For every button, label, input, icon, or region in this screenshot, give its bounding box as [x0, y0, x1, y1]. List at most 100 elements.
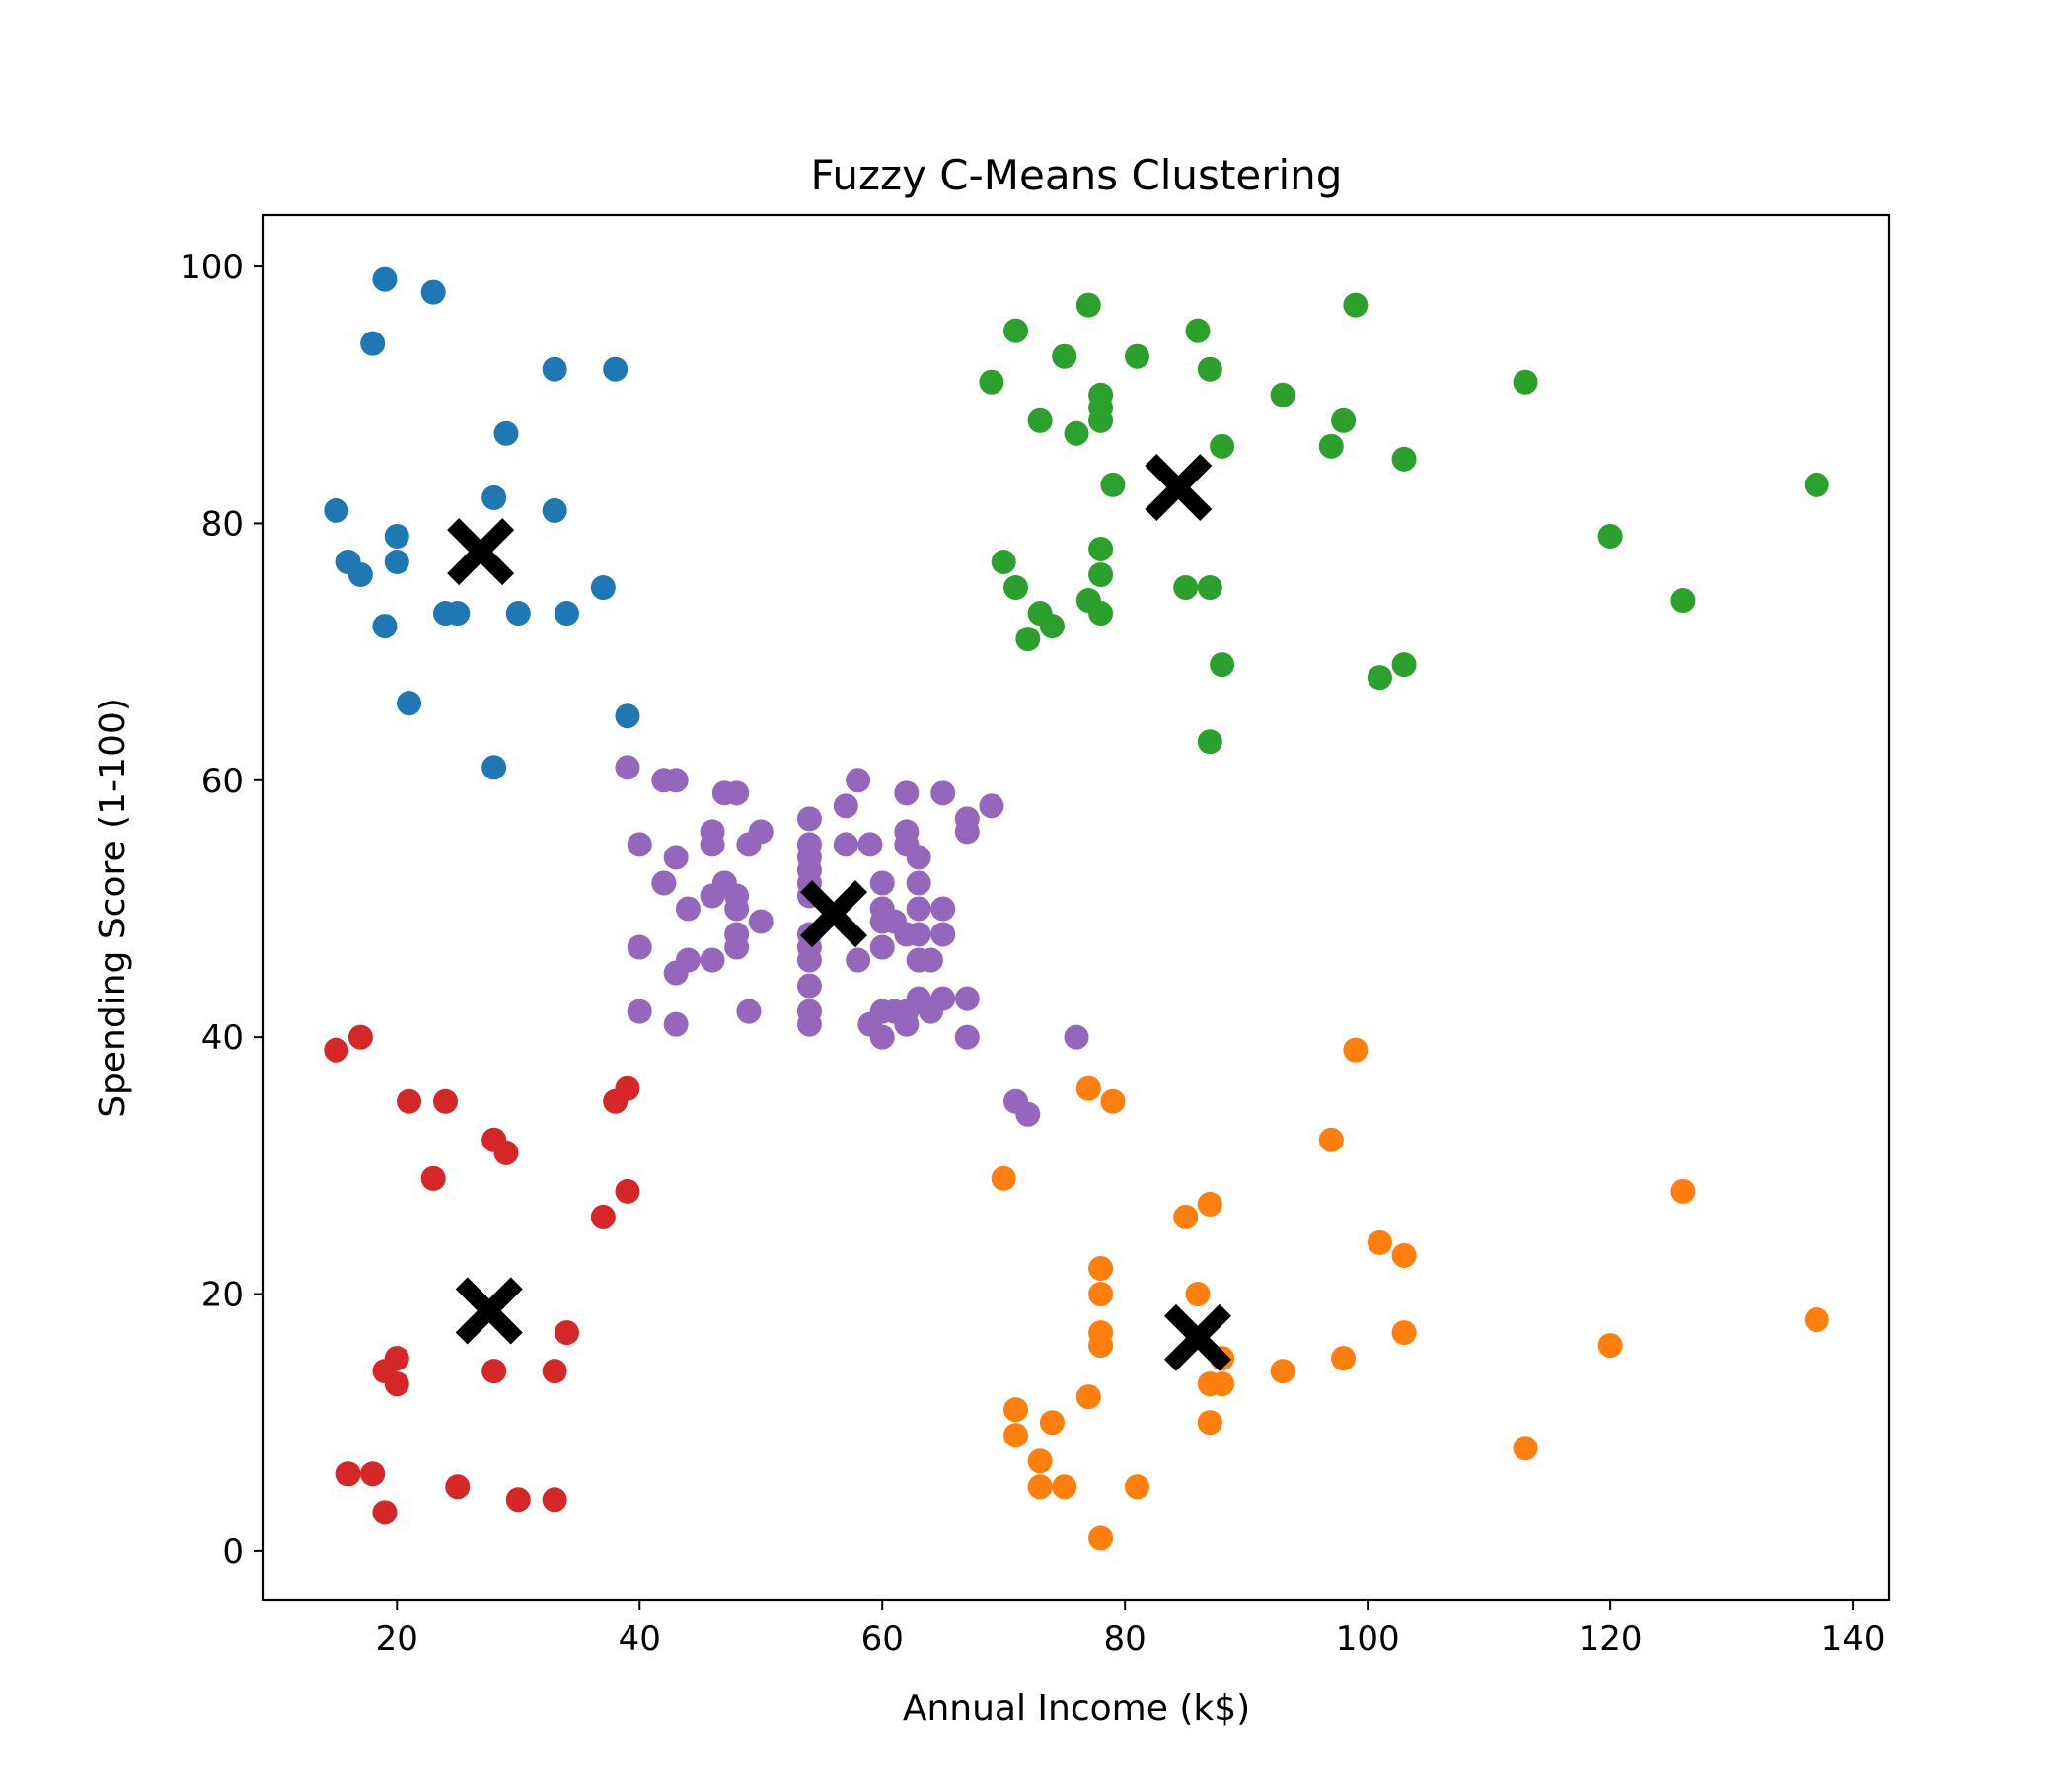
data-point-cluster-5: [930, 922, 956, 947]
data-point-cluster-3: [1088, 536, 1114, 561]
data-point-cluster-3: [1197, 575, 1222, 601]
data-point-cluster-5: [700, 832, 725, 857]
data-point-cluster-1: [590, 575, 616, 601]
data-point-cluster-3: [1391, 652, 1417, 678]
data-point-cluster-5: [930, 896, 956, 922]
data-point-cluster-2: [1003, 1423, 1029, 1448]
data-point-cluster-5: [857, 832, 883, 857]
data-point-cluster-5: [796, 973, 822, 999]
data-point-cluster-2: [1124, 1474, 1149, 1500]
data-point-cluster-5: [663, 1011, 689, 1037]
data-point-cluster-1: [505, 601, 531, 627]
data-point-cluster-5: [651, 870, 677, 896]
data-point-cluster-5: [869, 934, 895, 960]
data-point-cluster-5: [615, 755, 640, 780]
data-point-cluster-5: [906, 896, 931, 922]
x-tick-label: 60: [861, 1619, 904, 1659]
data-point-cluster-1: [554, 601, 579, 627]
centroid-marker: [1163, 1303, 1232, 1371]
centroid-marker: [447, 518, 515, 586]
data-point-cluster-1: [397, 691, 422, 716]
data-point-cluster-3: [1197, 729, 1222, 755]
data-point-cluster-2: [1197, 1410, 1222, 1436]
data-point-cluster-1: [372, 614, 398, 639]
y-axis-label: Spending Score (1-100): [93, 698, 133, 1118]
data-point-cluster-3: [1100, 472, 1126, 497]
data-point-cluster-3: [1513, 369, 1538, 395]
data-point-cluster-5: [700, 947, 725, 973]
x-ticks: 20 40 60 80 100 120 140: [376, 1600, 1886, 1659]
data-point-cluster-1: [347, 562, 373, 588]
data-point-cluster-1: [384, 549, 409, 574]
data-point-cluster-2: [1052, 1474, 1077, 1500]
data-point-cluster-2: [1197, 1191, 1222, 1217]
data-point-cluster-5: [724, 896, 750, 922]
data-point-cluster-5: [675, 947, 701, 973]
data-point-cluster-4: [542, 1487, 567, 1513]
data-point-cluster-3: [1003, 575, 1029, 601]
data-point-cluster-3: [1391, 446, 1417, 472]
data-point-cluster-4: [445, 1474, 471, 1500]
data-point-cluster-5: [930, 986, 956, 1011]
data-point-cluster-5: [736, 999, 762, 1024]
data-point-cluster-1: [493, 420, 519, 446]
data-point-cluster-2: [1075, 1384, 1101, 1410]
y-tick-label: 0: [222, 1532, 244, 1572]
data-point-cluster-5: [869, 870, 895, 896]
data-point-cluster-2: [1003, 1397, 1029, 1423]
x-axis-label: Annual Income (k$): [903, 1688, 1250, 1729]
data-point-cluster-1: [384, 523, 409, 549]
data-point-cluster-4: [324, 1037, 349, 1063]
data-point-cluster-5: [627, 999, 652, 1024]
data-point-cluster-5: [627, 934, 652, 960]
points-layer: [324, 266, 1829, 1551]
y-tick-label: 60: [201, 762, 244, 801]
data-point-cluster-3: [1075, 292, 1101, 318]
data-point-cluster-2: [1027, 1474, 1053, 1500]
data-point-cluster-5: [869, 1024, 895, 1050]
data-point-cluster-3: [1210, 433, 1235, 459]
data-point-cluster-2: [1173, 1204, 1199, 1229]
data-point-cluster-4: [384, 1346, 409, 1371]
data-point-cluster-5: [930, 780, 956, 806]
data-point-cluster-4: [615, 1178, 640, 1204]
data-point-cluster-3: [1185, 318, 1211, 343]
data-point-cluster-4: [360, 1461, 386, 1487]
data-point-cluster-3: [1367, 665, 1392, 691]
data-point-cluster-5: [894, 819, 920, 845]
data-point-cluster-4: [615, 1075, 640, 1101]
data-point-cluster-2: [1270, 1359, 1295, 1384]
data-point-cluster-1: [603, 356, 629, 382]
data-point-cluster-5: [906, 870, 931, 896]
data-point-cluster-5: [833, 793, 858, 819]
data-point-cluster-5: [796, 832, 822, 857]
data-point-cluster-3: [1318, 433, 1344, 459]
x-tick-label: 100: [1336, 1619, 1400, 1659]
centroid-layer: [447, 453, 1232, 1371]
data-point-cluster-2: [1513, 1436, 1538, 1461]
data-point-cluster-5: [627, 832, 652, 857]
data-point-cluster-3: [1088, 407, 1114, 433]
data-point-cluster-3: [1052, 343, 1077, 369]
data-point-cluster-5: [894, 780, 920, 806]
data-point-cluster-2: [1331, 1346, 1357, 1371]
data-point-cluster-3: [1015, 627, 1041, 652]
data-point-cluster-3: [1173, 575, 1199, 601]
data-point-cluster-2: [1027, 1448, 1053, 1474]
data-point-cluster-3: [1124, 343, 1149, 369]
data-point-cluster-3: [1343, 292, 1369, 318]
data-point-cluster-4: [384, 1371, 409, 1397]
data-point-cluster-2: [1088, 1525, 1114, 1551]
data-point-cluster-5: [796, 1011, 822, 1037]
centroid-marker: [1145, 453, 1213, 522]
centroid-marker: [800, 880, 868, 948]
data-point-cluster-5: [954, 1024, 980, 1050]
y-tick-label: 100: [180, 248, 244, 287]
data-point-cluster-4: [397, 1088, 422, 1114]
data-point-cluster-4: [554, 1320, 579, 1346]
data-point-cluster-5: [979, 793, 1004, 819]
data-point-cluster-3: [1670, 588, 1696, 614]
plot-frame: [261, 213, 1891, 1602]
